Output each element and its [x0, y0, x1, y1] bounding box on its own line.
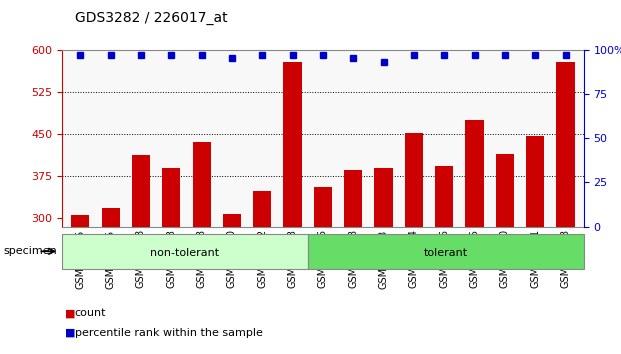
Bar: [284, 63, 302, 227]
Bar: [193, 142, 211, 227]
Text: ■: ■: [65, 328, 76, 338]
Text: non-tolerant: non-tolerant: [150, 248, 219, 258]
Bar: [253, 191, 271, 227]
Bar: [101, 208, 120, 227]
Bar: [344, 170, 362, 227]
Bar: [132, 155, 150, 227]
Bar: [314, 187, 332, 227]
Bar: [374, 167, 392, 227]
Text: GDS3282 / 226017_at: GDS3282 / 226017_at: [75, 11, 227, 25]
Text: tolerant: tolerant: [424, 248, 468, 258]
Bar: [71, 215, 89, 227]
FancyBboxPatch shape: [62, 234, 307, 269]
Text: count: count: [75, 308, 106, 318]
Bar: [526, 136, 545, 227]
Bar: [556, 62, 574, 227]
Bar: [223, 214, 241, 227]
Bar: [435, 166, 453, 227]
Text: percentile rank within the sample: percentile rank within the sample: [75, 328, 263, 338]
Text: ■: ■: [65, 308, 76, 318]
Text: specimen: specimen: [3, 246, 57, 256]
Bar: [496, 154, 514, 227]
FancyBboxPatch shape: [307, 234, 584, 269]
Bar: [162, 167, 180, 227]
Bar: [466, 120, 484, 227]
Bar: [405, 133, 423, 227]
